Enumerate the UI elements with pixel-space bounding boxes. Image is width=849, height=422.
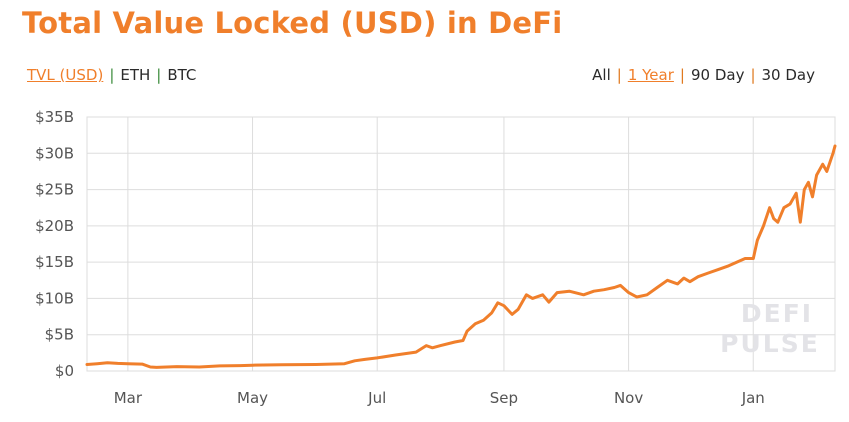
x-tick-label: May	[237, 389, 268, 407]
watermark-line-1: DEFI	[741, 299, 813, 328]
tab-separator: |	[109, 66, 115, 84]
tab-separator: |	[679, 66, 685, 84]
watermark-line-2: PULSE	[720, 329, 820, 358]
metric-tabs: TVL (USD) | ETH | BTC	[27, 66, 196, 84]
tab-btc[interactable]: BTC	[167, 66, 197, 84]
tab-separator: |	[750, 66, 756, 84]
y-tick-label: $10B	[35, 289, 74, 307]
tab-90-day[interactable]: 90 Day	[690, 66, 745, 84]
tab-eth[interactable]: ETH	[120, 66, 151, 84]
y-tick-label: $5B	[45, 326, 74, 344]
x-tick-label: Nov	[614, 389, 643, 407]
x-tick-label: Sep	[490, 389, 518, 407]
tab-30-day[interactable]: 30 Day	[761, 66, 815, 84]
tab-all[interactable]: All	[592, 66, 611, 84]
tab-tvl-usd[interactable]: TVL (USD)	[27, 66, 104, 84]
y-tick-label: $0	[55, 362, 74, 380]
page-title: Total Value Locked (USD) in DeFi	[22, 6, 563, 40]
range-tabs: All | 1 Year | 90 Day | 30 Day	[592, 66, 815, 84]
x-tick-label: Jul	[367, 389, 386, 407]
y-tick-label: $30B	[35, 144, 74, 162]
series-line-tvl	[85, 144, 837, 369]
y-tick-label: $25B	[35, 181, 74, 199]
y-tick-label: $15B	[35, 253, 74, 271]
tab-separator: |	[156, 66, 162, 84]
tab-1-year[interactable]: 1 Year	[627, 66, 674, 84]
tab-separator: |	[616, 66, 622, 84]
y-tick-label: $35B	[35, 108, 74, 126]
y-tick-label: $20B	[35, 217, 74, 235]
x-tick-label: Mar	[114, 389, 143, 407]
x-tick-label: Jan	[741, 389, 765, 407]
